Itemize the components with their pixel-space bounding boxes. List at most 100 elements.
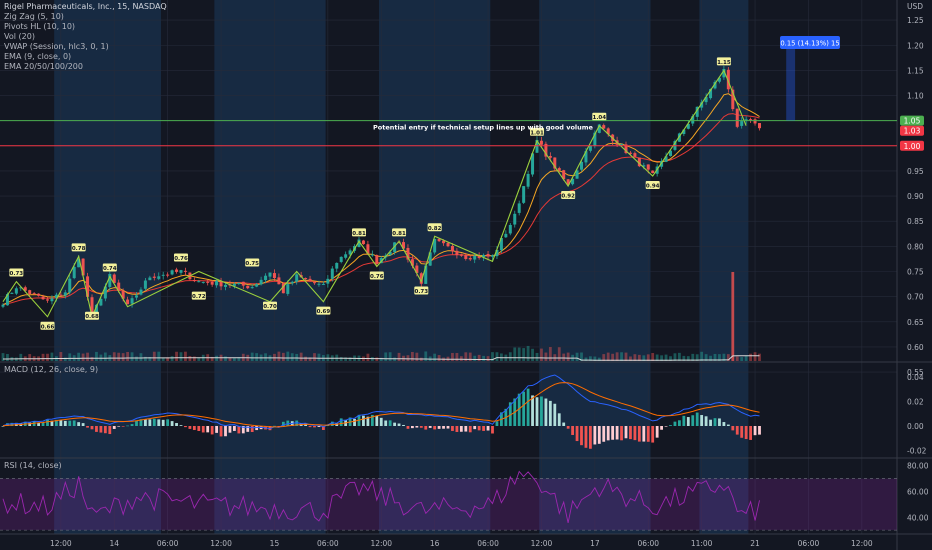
candle-body bbox=[344, 254, 348, 258]
macd-legend[interactable]: MACD (12, 26, close, 9) bbox=[4, 365, 99, 374]
candle-body bbox=[14, 288, 18, 294]
macd-histogram-bar bbox=[740, 426, 744, 438]
macd-histogram-bar bbox=[393, 422, 396, 426]
volume-bar bbox=[522, 348, 526, 361]
pivot-label-text: 0.76 bbox=[174, 256, 188, 262]
candle-body bbox=[620, 144, 624, 146]
legend-vwap[interactable]: VWAP (Session, hlc3, 0, 1) bbox=[4, 42, 109, 51]
candle-body bbox=[313, 282, 316, 284]
macd-histogram-bar bbox=[535, 397, 539, 426]
volume-bar bbox=[580, 352, 583, 361]
volume-bar bbox=[197, 357, 201, 361]
candle-body bbox=[139, 289, 143, 295]
candle-body bbox=[695, 106, 699, 117]
candle-body bbox=[277, 277, 281, 285]
pivot-label-box bbox=[102, 263, 117, 272]
candle-body bbox=[424, 265, 428, 284]
macd-histogram-bar bbox=[526, 388, 530, 426]
volume-bar bbox=[709, 355, 712, 361]
legend-zigzag[interactable]: Zig Zag (5, 10) bbox=[4, 12, 64, 21]
volume-bar bbox=[535, 352, 539, 361]
pivot-label-box bbox=[71, 243, 86, 252]
macd-histogram-bar bbox=[660, 426, 663, 430]
pivot-label-text: 1.01 bbox=[530, 130, 544, 136]
macd-histogram-bar bbox=[433, 426, 437, 430]
candle-body bbox=[130, 298, 134, 304]
macd-histogram-bar bbox=[557, 413, 561, 426]
legend-ema-multi[interactable]: EMA 20/50/100/200 bbox=[4, 62, 83, 71]
macd-histogram-bar bbox=[508, 402, 512, 426]
candle-body bbox=[370, 254, 374, 256]
candle-body bbox=[68, 278, 72, 293]
candle-body bbox=[264, 275, 268, 281]
candle-body bbox=[19, 287, 23, 289]
pivot-label-box bbox=[85, 311, 99, 320]
price-tick-label: 0.60 bbox=[907, 343, 924, 352]
volume-bar bbox=[531, 348, 534, 361]
rsi-tick-label: 40.00 bbox=[907, 513, 929, 522]
legend-pivots[interactable]: Pivots HL (10, 10) bbox=[4, 22, 76, 31]
rsi-legend[interactable]: RSI (14, close) bbox=[4, 461, 62, 470]
volume-bar bbox=[166, 357, 170, 361]
candle-body bbox=[442, 240, 446, 244]
candle-body bbox=[749, 119, 753, 121]
volume-bar bbox=[366, 353, 370, 361]
macd-histogram-bar bbox=[28, 422, 32, 426]
candle-body bbox=[731, 89, 735, 110]
price-axis-unit: USD bbox=[907, 2, 923, 11]
macd-histogram-bar bbox=[397, 423, 401, 426]
macd-histogram-bar bbox=[678, 420, 681, 426]
time-tick-label: 12:00 bbox=[210, 539, 232, 548]
macd-histogram-bar bbox=[330, 421, 334, 426]
macd-histogram-bar bbox=[95, 426, 98, 432]
volume-bar bbox=[59, 352, 63, 361]
volume-bar bbox=[633, 354, 637, 361]
volume-bar bbox=[749, 353, 752, 361]
macd-histogram-bar bbox=[446, 426, 450, 429]
candle-body bbox=[192, 279, 196, 281]
candle-body bbox=[152, 276, 156, 278]
macd-histogram-bar bbox=[566, 426, 570, 429]
candle-body bbox=[522, 186, 526, 203]
candle-body bbox=[63, 292, 67, 296]
price-tick-label: 1.25 bbox=[907, 16, 924, 25]
candle-body bbox=[339, 256, 343, 262]
time-tick-label: 06:00 bbox=[798, 539, 820, 548]
candle-body bbox=[81, 258, 85, 276]
candle-body bbox=[473, 255, 477, 260]
volume-bar bbox=[103, 352, 107, 361]
volume-bar bbox=[620, 352, 623, 361]
candle-body bbox=[255, 284, 259, 287]
volume-bar bbox=[455, 352, 459, 361]
candle-body bbox=[108, 273, 112, 287]
macd-histogram-bar bbox=[63, 420, 67, 426]
legend-volume[interactable]: Vol (20) bbox=[4, 32, 35, 41]
candle-body bbox=[112, 274, 116, 283]
macd-histogram-bar bbox=[602, 426, 606, 442]
macd-histogram-bar bbox=[37, 422, 40, 426]
pivot-label-text: 0.81 bbox=[392, 231, 406, 237]
pivot-label-text: 0.78 bbox=[72, 246, 86, 252]
candle-body bbox=[206, 281, 210, 283]
candle-body bbox=[330, 268, 334, 279]
volume-bar bbox=[695, 354, 699, 361]
volume-bar bbox=[304, 356, 307, 361]
candle-body bbox=[232, 283, 236, 286]
macd-histogram-bar bbox=[295, 420, 299, 426]
time-tick-label: 06:00 bbox=[317, 539, 339, 548]
candle-body bbox=[499, 238, 503, 251]
candle-body bbox=[437, 238, 441, 242]
candle-body bbox=[237, 282, 241, 285]
volume-bar bbox=[482, 355, 485, 361]
volume-bar bbox=[651, 352, 655, 361]
macd-histogram-bar bbox=[148, 419, 152, 426]
volume-bar bbox=[678, 352, 681, 361]
price-tick-label: 0.70 bbox=[907, 293, 924, 302]
legend-ema9[interactable]: EMA (9, close, 0) bbox=[4, 52, 72, 61]
volume-bar bbox=[660, 355, 663, 361]
candle-body bbox=[602, 125, 606, 129]
measure-range-box bbox=[786, 45, 796, 121]
candle-body bbox=[388, 251, 392, 255]
macd-histogram-bar bbox=[571, 426, 574, 435]
